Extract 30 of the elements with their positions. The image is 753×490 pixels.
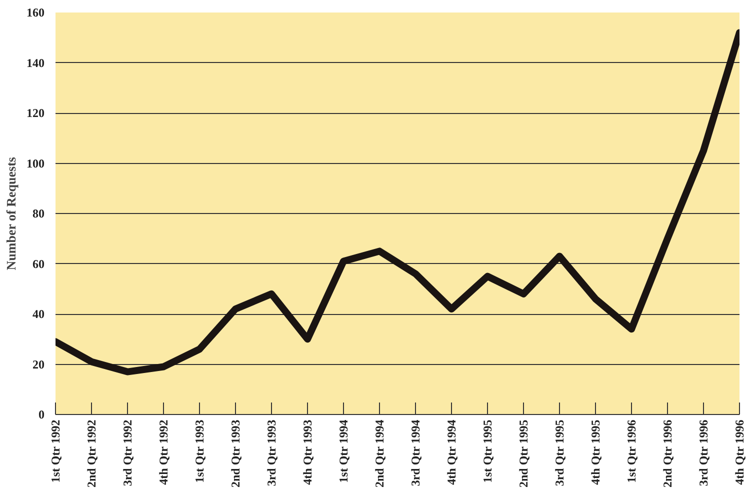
y-tick-label: 100: [26, 156, 44, 170]
y-tick-label: 160: [26, 6, 44, 20]
x-tick-label: 3rd Qtr 1995: [552, 420, 566, 486]
x-tick-label: 2nd Qtr 1992: [84, 420, 98, 488]
x-tick-label: 1st Qtr 1992: [48, 420, 62, 483]
x-tick-label: 2nd Qtr 1995: [516, 420, 530, 488]
x-tick-label: 3rd Qtr 1992: [120, 420, 134, 486]
y-axis-title: Number of Requests: [4, 157, 18, 270]
x-tick-label: 3rd Qtr 1996: [696, 420, 710, 486]
x-tick-label: 2nd Qtr 1996: [660, 420, 674, 488]
x-tick-label: 4th Qtr 1992: [156, 420, 170, 485]
x-tick-label: 1st Qtr 1996: [624, 420, 638, 483]
x-tick-label: 3rd Qtr 1993: [264, 420, 278, 486]
x-tick-label: 4th Qtr 1994: [444, 420, 458, 485]
y-tick-label: 140: [26, 56, 44, 70]
x-tick-label: 2nd Qtr 1994: [372, 420, 386, 488]
x-tick-label: 2nd Qtr 1993: [228, 420, 242, 488]
y-tick-label: 0: [38, 408, 44, 422]
y-tick-label: 80: [32, 206, 44, 220]
x-tick-label: 4th Qtr 1995: [588, 420, 602, 485]
x-tick-label: 1st Qtr 1995: [480, 420, 494, 483]
x-tick-label: 1st Qtr 1994: [336, 420, 350, 483]
x-tick-label: 4th Qtr 1993: [300, 420, 314, 485]
x-tick-label: 1st Qtr 1993: [192, 420, 206, 483]
y-tick-label: 20: [32, 357, 44, 372]
y-tick-label: 40: [32, 307, 44, 321]
y-tick-label: 60: [32, 256, 44, 271]
y-tick-label: 120: [26, 106, 44, 120]
x-tick-label: 4th Qtr 1996: [732, 420, 746, 485]
x-tick-label: 3rd Qtr 1994: [408, 420, 422, 486]
